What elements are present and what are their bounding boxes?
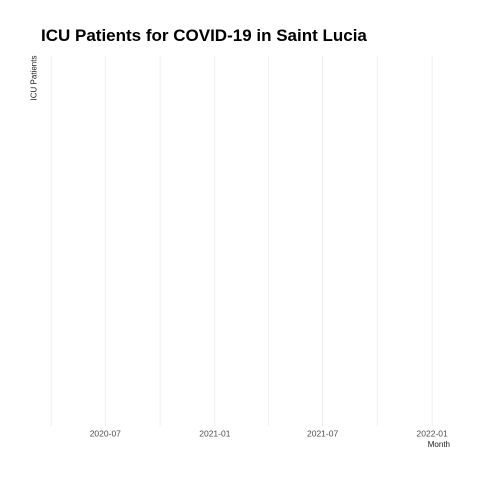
- gridlines: [50, 56, 433, 426]
- x-tick-label: 2021-07: [307, 429, 338, 439]
- chart-title: ICU Patients for COVID-19 in Saint Lucia: [41, 26, 367, 45]
- x-tick-label: 2021-01: [199, 429, 230, 439]
- x-tick-labels: 2020-07 2021-01 2021-07 2022-01: [90, 429, 448, 439]
- x-axis-label: Month: [427, 440, 450, 449]
- x-tick-label: 2020-07: [90, 429, 121, 439]
- x-tick-label: 2022-01: [417, 429, 448, 439]
